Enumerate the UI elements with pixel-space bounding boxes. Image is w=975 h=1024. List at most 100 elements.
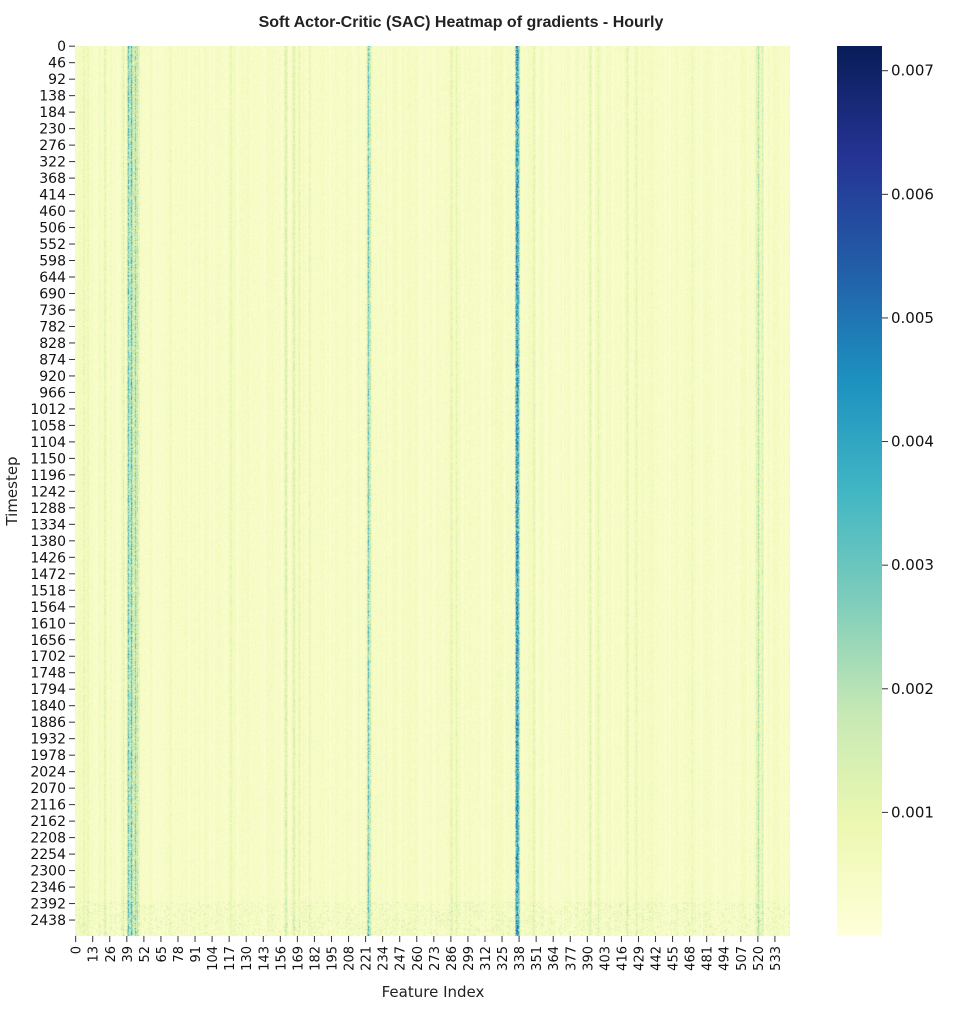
x-tick-label: 338 bbox=[513, 946, 528, 971]
x-tick-label: 13 bbox=[87, 946, 102, 963]
y-tick-label: 598 bbox=[39, 254, 66, 270]
y-tick-label: 1978 bbox=[30, 748, 66, 764]
y-tick-label: 1610 bbox=[30, 616, 66, 632]
x-axis-label: Feature Index bbox=[382, 983, 485, 1001]
x-tick-label: 26 bbox=[104, 946, 119, 963]
x-tick-label: 221 bbox=[360, 946, 375, 971]
y-tick-label: 644 bbox=[39, 270, 66, 286]
x-tick-label: 156 bbox=[274, 946, 289, 971]
y-tick-label: 2024 bbox=[30, 765, 66, 781]
x-tick-label: 247 bbox=[394, 946, 409, 971]
x-tick-label: 520 bbox=[752, 946, 767, 971]
x-tick-label: 299 bbox=[462, 946, 477, 971]
x-tick-label: 429 bbox=[632, 946, 647, 971]
y-tick-label: 138 bbox=[39, 89, 66, 105]
y-tick-label: 1104 bbox=[30, 435, 66, 451]
colorbar-ticks: 0.001 0.002 0.003 0.004 0.005 0.006 0.007 bbox=[882, 62, 934, 821]
y-tick-label: 0 bbox=[57, 39, 66, 55]
y-tick-label: 1518 bbox=[30, 583, 66, 599]
y-tick-label: 2208 bbox=[30, 831, 66, 847]
x-tick-label: 494 bbox=[718, 946, 733, 971]
x-tick-label: 104 bbox=[206, 946, 221, 971]
x-tick-label: 377 bbox=[564, 946, 579, 971]
x-tick-label: 455 bbox=[667, 946, 682, 971]
x-tick-label: 468 bbox=[684, 946, 699, 971]
colorbar-tick-label: 0.004 bbox=[891, 433, 934, 451]
x-tick-label: 533 bbox=[769, 946, 784, 971]
y-tick-label: 2070 bbox=[30, 781, 66, 797]
y-tick-label: 1242 bbox=[30, 484, 66, 500]
y-tick-label: 276 bbox=[39, 138, 66, 154]
x-tick-label: 312 bbox=[479, 946, 494, 971]
heatmap-cells bbox=[75, 46, 790, 936]
x-tick-label: 65 bbox=[155, 946, 170, 963]
y-tick-label: 2392 bbox=[30, 897, 66, 913]
x-tick-label: 195 bbox=[325, 946, 340, 971]
y-tick-label: 2346 bbox=[30, 880, 66, 896]
colorbar-tick-label: 0.006 bbox=[891, 185, 934, 203]
y-tick-label: 1932 bbox=[30, 732, 66, 748]
x-tick-label: 507 bbox=[735, 946, 750, 971]
colorbar bbox=[837, 46, 882, 936]
y-tick-label: 1564 bbox=[30, 600, 66, 616]
y-tick-label: 2438 bbox=[30, 913, 66, 929]
y-tick-label: 920 bbox=[39, 369, 66, 385]
y-tick-label: 1334 bbox=[30, 517, 66, 533]
y-tick-label: 966 bbox=[39, 385, 66, 401]
y-tick-label: 690 bbox=[39, 287, 66, 303]
y-tick-label: 322 bbox=[39, 155, 66, 171]
y-tick-label: 1196 bbox=[30, 468, 66, 484]
x-tick-label: 78 bbox=[172, 946, 187, 963]
x-tick-label: 273 bbox=[428, 946, 443, 971]
x-tick-label: 260 bbox=[411, 946, 426, 971]
y-tick-label: 2162 bbox=[30, 814, 66, 830]
y-axis-label: Timestep bbox=[3, 456, 21, 526]
y-tick-label: 1794 bbox=[30, 682, 66, 698]
y-tick-label: 1012 bbox=[30, 402, 66, 418]
colorbar-tick-label: 0.001 bbox=[891, 803, 934, 821]
x-tick-label: 52 bbox=[138, 946, 153, 963]
colorbar-tick-label: 0.007 bbox=[891, 62, 934, 80]
colorbar-tick-label: 0.002 bbox=[891, 680, 934, 698]
y-tick-label: 230 bbox=[39, 122, 66, 138]
x-tick-label: 286 bbox=[445, 946, 460, 971]
y-tick-label: 1426 bbox=[30, 550, 66, 566]
y-tick-label: 552 bbox=[39, 237, 66, 253]
y-tick-label: 1748 bbox=[30, 666, 66, 682]
y-tick-label: 2116 bbox=[30, 798, 66, 814]
x-tick-label: 234 bbox=[377, 946, 392, 971]
y-tick-label: 1656 bbox=[30, 633, 66, 649]
y-tick-label: 1472 bbox=[30, 567, 66, 583]
y-tick-label: 1288 bbox=[30, 501, 66, 517]
x-tick-label: 351 bbox=[530, 946, 545, 971]
y-tick-label: 874 bbox=[39, 352, 66, 368]
y-tick-label: 460 bbox=[39, 204, 66, 220]
y-tick-label: 2300 bbox=[30, 864, 66, 880]
x-tick-label: 325 bbox=[496, 946, 511, 971]
y-tick-label: 414 bbox=[39, 188, 66, 204]
x-tick-label: 117 bbox=[223, 946, 238, 971]
x-tick-label: 143 bbox=[257, 946, 272, 971]
y-tick-label: 782 bbox=[39, 319, 66, 335]
x-tick-label: 169 bbox=[291, 946, 306, 971]
y-tick-label: 368 bbox=[39, 171, 66, 187]
y-tick-label: 1380 bbox=[30, 534, 66, 550]
y-axis-ticks: 0469213818423027632236841446050655259864… bbox=[30, 39, 75, 929]
x-tick-label: 442 bbox=[650, 946, 665, 971]
x-tick-label: 390 bbox=[581, 946, 596, 971]
x-tick-label: 91 bbox=[189, 946, 204, 963]
x-tick-label: 39 bbox=[121, 946, 136, 963]
y-tick-label: 736 bbox=[39, 303, 66, 319]
y-tick-label: 1702 bbox=[30, 649, 66, 665]
x-axis-ticks: 0 13 26 39 52 65 78 91 104 117 130 143 156 169 182 195 2… bbox=[70, 936, 784, 971]
y-tick-label: 184 bbox=[39, 105, 66, 121]
y-tick-label: 1150 bbox=[30, 451, 66, 467]
y-tick-label: 1886 bbox=[30, 715, 66, 731]
y-tick-label: 828 bbox=[39, 336, 66, 352]
x-tick-label: 130 bbox=[240, 946, 255, 971]
chart-title: Soft Actor-Critic (SAC) Heatmap of gradi… bbox=[259, 14, 664, 31]
y-tick-label: 46 bbox=[48, 56, 66, 72]
x-tick-label: 0 bbox=[70, 946, 85, 954]
colorbar-tick-label: 0.005 bbox=[891, 309, 934, 327]
